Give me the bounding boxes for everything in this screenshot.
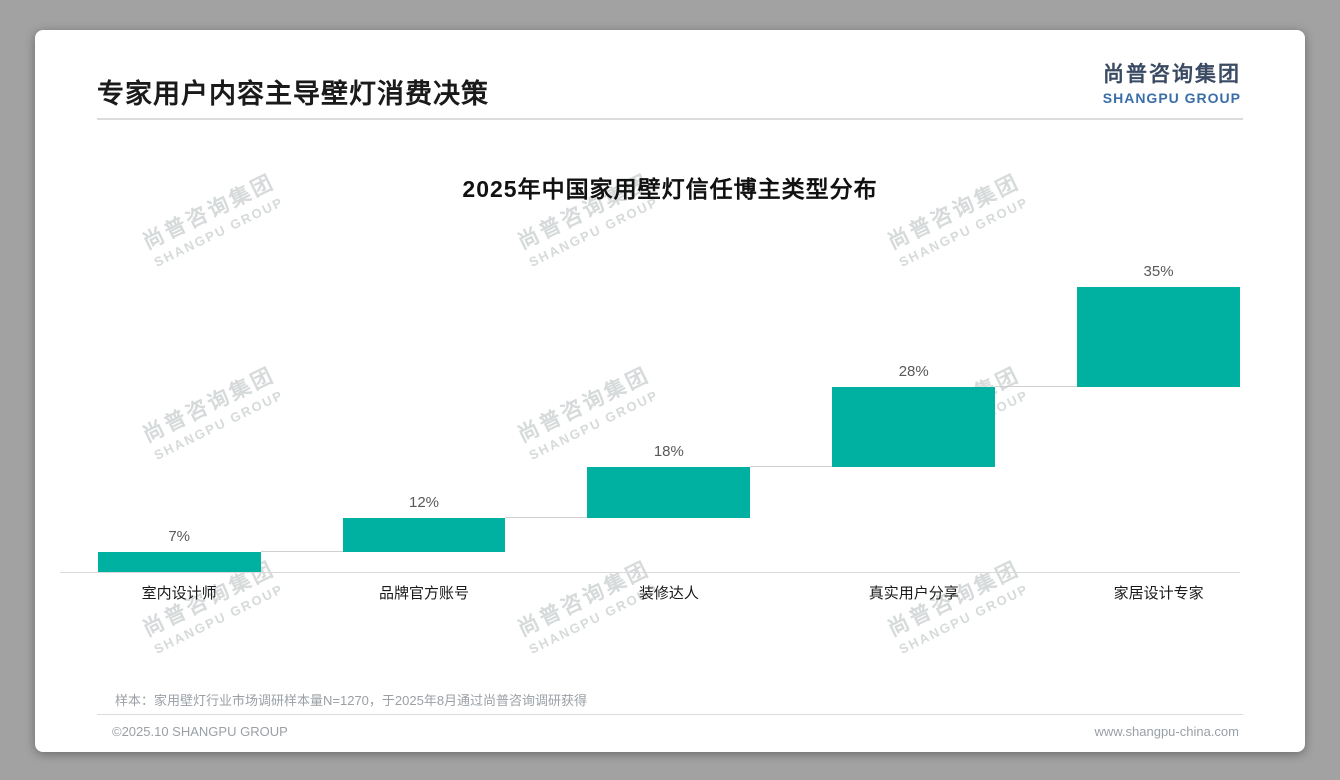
category-label: 家居设计专家 xyxy=(1113,585,1204,602)
bar-value-label: 28% xyxy=(898,362,929,380)
bar-connector xyxy=(505,516,588,518)
bar-connector xyxy=(995,385,1078,387)
category-label: 室内设计师 xyxy=(141,585,217,602)
title-divider xyxy=(97,118,1243,120)
category-label: 真实用户分享 xyxy=(868,585,959,602)
waterfall-bar xyxy=(342,517,506,553)
bar-value-label: 7% xyxy=(168,528,190,546)
footer-divider xyxy=(97,714,1243,715)
category-row: 室内设计师 品牌官方账号 装修达人 真实用户分享 家居设计专家 xyxy=(60,582,1240,606)
category-label: 装修达人 xyxy=(638,585,699,602)
page-title: 专家用户内容主导壁灯消费决策 xyxy=(97,79,489,109)
bar-value-label: 35% xyxy=(1143,263,1174,280)
bar-connector xyxy=(260,551,343,553)
waterfall-bar xyxy=(832,386,996,467)
logo-text-cn: 尚普咨询集团 xyxy=(1103,63,1241,86)
chart-title: 2025年中国家用壁灯信任博主类型分布 xyxy=(462,176,878,202)
website-text: www.shangpu-china.com xyxy=(1094,724,1239,739)
waterfall-bar xyxy=(97,552,261,572)
logo-text-en: SHANGPU GROUP xyxy=(1102,90,1241,106)
bar-value-label: 18% xyxy=(653,442,684,460)
plot-area: 7% 12% 18% 28% 35% xyxy=(60,263,1240,572)
sample-note: 样本：家用壁灯行业市场调研样本量N=1270，于2025年8月通过尚普咨询调研获… xyxy=(115,693,588,708)
bar-connector xyxy=(750,465,833,467)
company-logo: 尚普咨询集团 SHANGPU GROUP xyxy=(1103,58,1241,106)
waterfall-chart: 7% 12% 18% 28% 35% xyxy=(60,263,1240,573)
waterfall-bar xyxy=(1077,287,1240,387)
waterfall-bar xyxy=(587,466,751,518)
copyright-text: ©2025.10 SHANGPU GROUP xyxy=(112,724,288,739)
x-axis-line xyxy=(60,572,1240,573)
slide-card: 专家用户内容主导壁灯消费决策 尚普咨询集团 SHANGPU GROUP 2025… xyxy=(35,30,1305,752)
category-label: 品牌官方账号 xyxy=(379,585,470,602)
bar-value-label: 12% xyxy=(409,493,440,511)
